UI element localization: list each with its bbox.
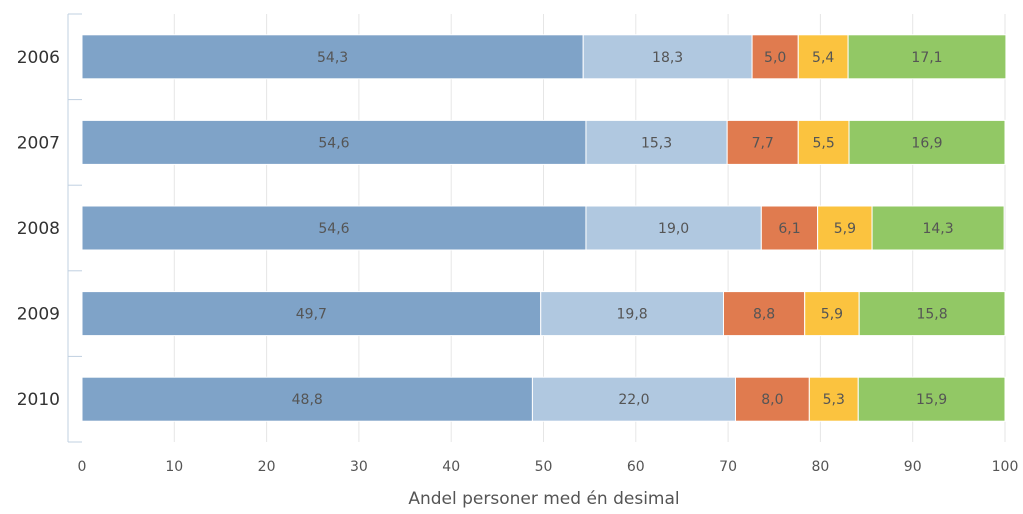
bar-segment [848,119,1006,165]
data-label: 18,3 [652,50,683,66]
bar-segment [81,376,533,422]
x-tick-label: 10 [165,459,183,475]
data-label: 7,7 [752,135,774,151]
bar-segment [81,205,587,251]
bar-segment [871,205,1005,251]
category-label: 2010 [17,390,60,410]
x-tick-label: 100 [992,459,1019,475]
x-tick-label: 90 [904,459,922,475]
data-label: 19,8 [617,307,648,323]
x-tick-label: 60 [627,459,645,475]
x-tick-label: 30 [350,459,368,475]
bar-segment [797,119,850,165]
bar-segment [804,291,860,337]
x-tick-label: 20 [258,459,276,475]
bar-segment [808,376,859,422]
bar-segment [857,376,1006,422]
x-axis-title: Andel personer med én desimal [408,489,679,509]
data-label: 5,9 [834,221,856,237]
data-label: 5,5 [812,135,834,151]
data-label: 8,8 [753,307,775,323]
bar-segment [817,205,873,251]
bar-segment [751,34,799,80]
data-label: 22,0 [618,392,649,408]
bar-segment [797,34,849,80]
data-label: 15,8 [916,307,947,323]
data-label: 17,1 [911,50,942,66]
bar-segment [585,205,762,251]
category-label: 2009 [17,305,60,325]
x-tick-label: 40 [442,459,460,475]
data-label: 5,4 [812,50,834,66]
data-label: 6,1 [778,221,800,237]
bar-segment [858,291,1006,337]
bar-segment [847,34,1007,80]
data-label: 5,3 [823,392,845,408]
axes: 2006 2007 2008 2009 2010 0 10 20 30 40 50 60 70 80 90 1… [17,13,1019,475]
x-tick-label: 0 [78,459,87,475]
data-label: 54,6 [318,135,349,151]
data-label: 15,3 [641,135,672,151]
data-label: 48,8 [292,392,323,408]
x-tick-label: 50 [535,459,553,475]
data-label: 54,6 [318,221,349,237]
data-label: 16,9 [911,135,942,151]
data-label: 5,9 [821,307,843,323]
data-label: 14,3 [922,221,953,237]
category-label: 2007 [17,133,60,153]
bar-segment [81,291,542,337]
bar-segment [81,119,587,165]
data-label: 54,3 [317,50,348,66]
bar-segment [540,291,724,337]
x-tick-label: 70 [719,459,737,475]
data-label: 8,0 [761,392,783,408]
data-labels: 54,3 18,3 5,0 5,4 17,1 54,6 15,3 7,7 5,5 16,9 54,6… [292,50,954,408]
data-label: 15,9 [916,392,947,408]
data-label: 19,0 [658,221,689,237]
bar-segment [722,291,806,337]
x-tick-label: 80 [811,459,829,475]
data-label: 5,0 [764,50,786,66]
bar-segment [726,119,799,165]
bar-segment [585,119,728,165]
bars [81,34,1007,422]
category-label: 2008 [17,219,60,239]
category-label: 2006 [17,48,60,68]
bar-segment [760,205,819,251]
data-label: 49,7 [296,307,327,323]
bar-segment [582,34,753,80]
